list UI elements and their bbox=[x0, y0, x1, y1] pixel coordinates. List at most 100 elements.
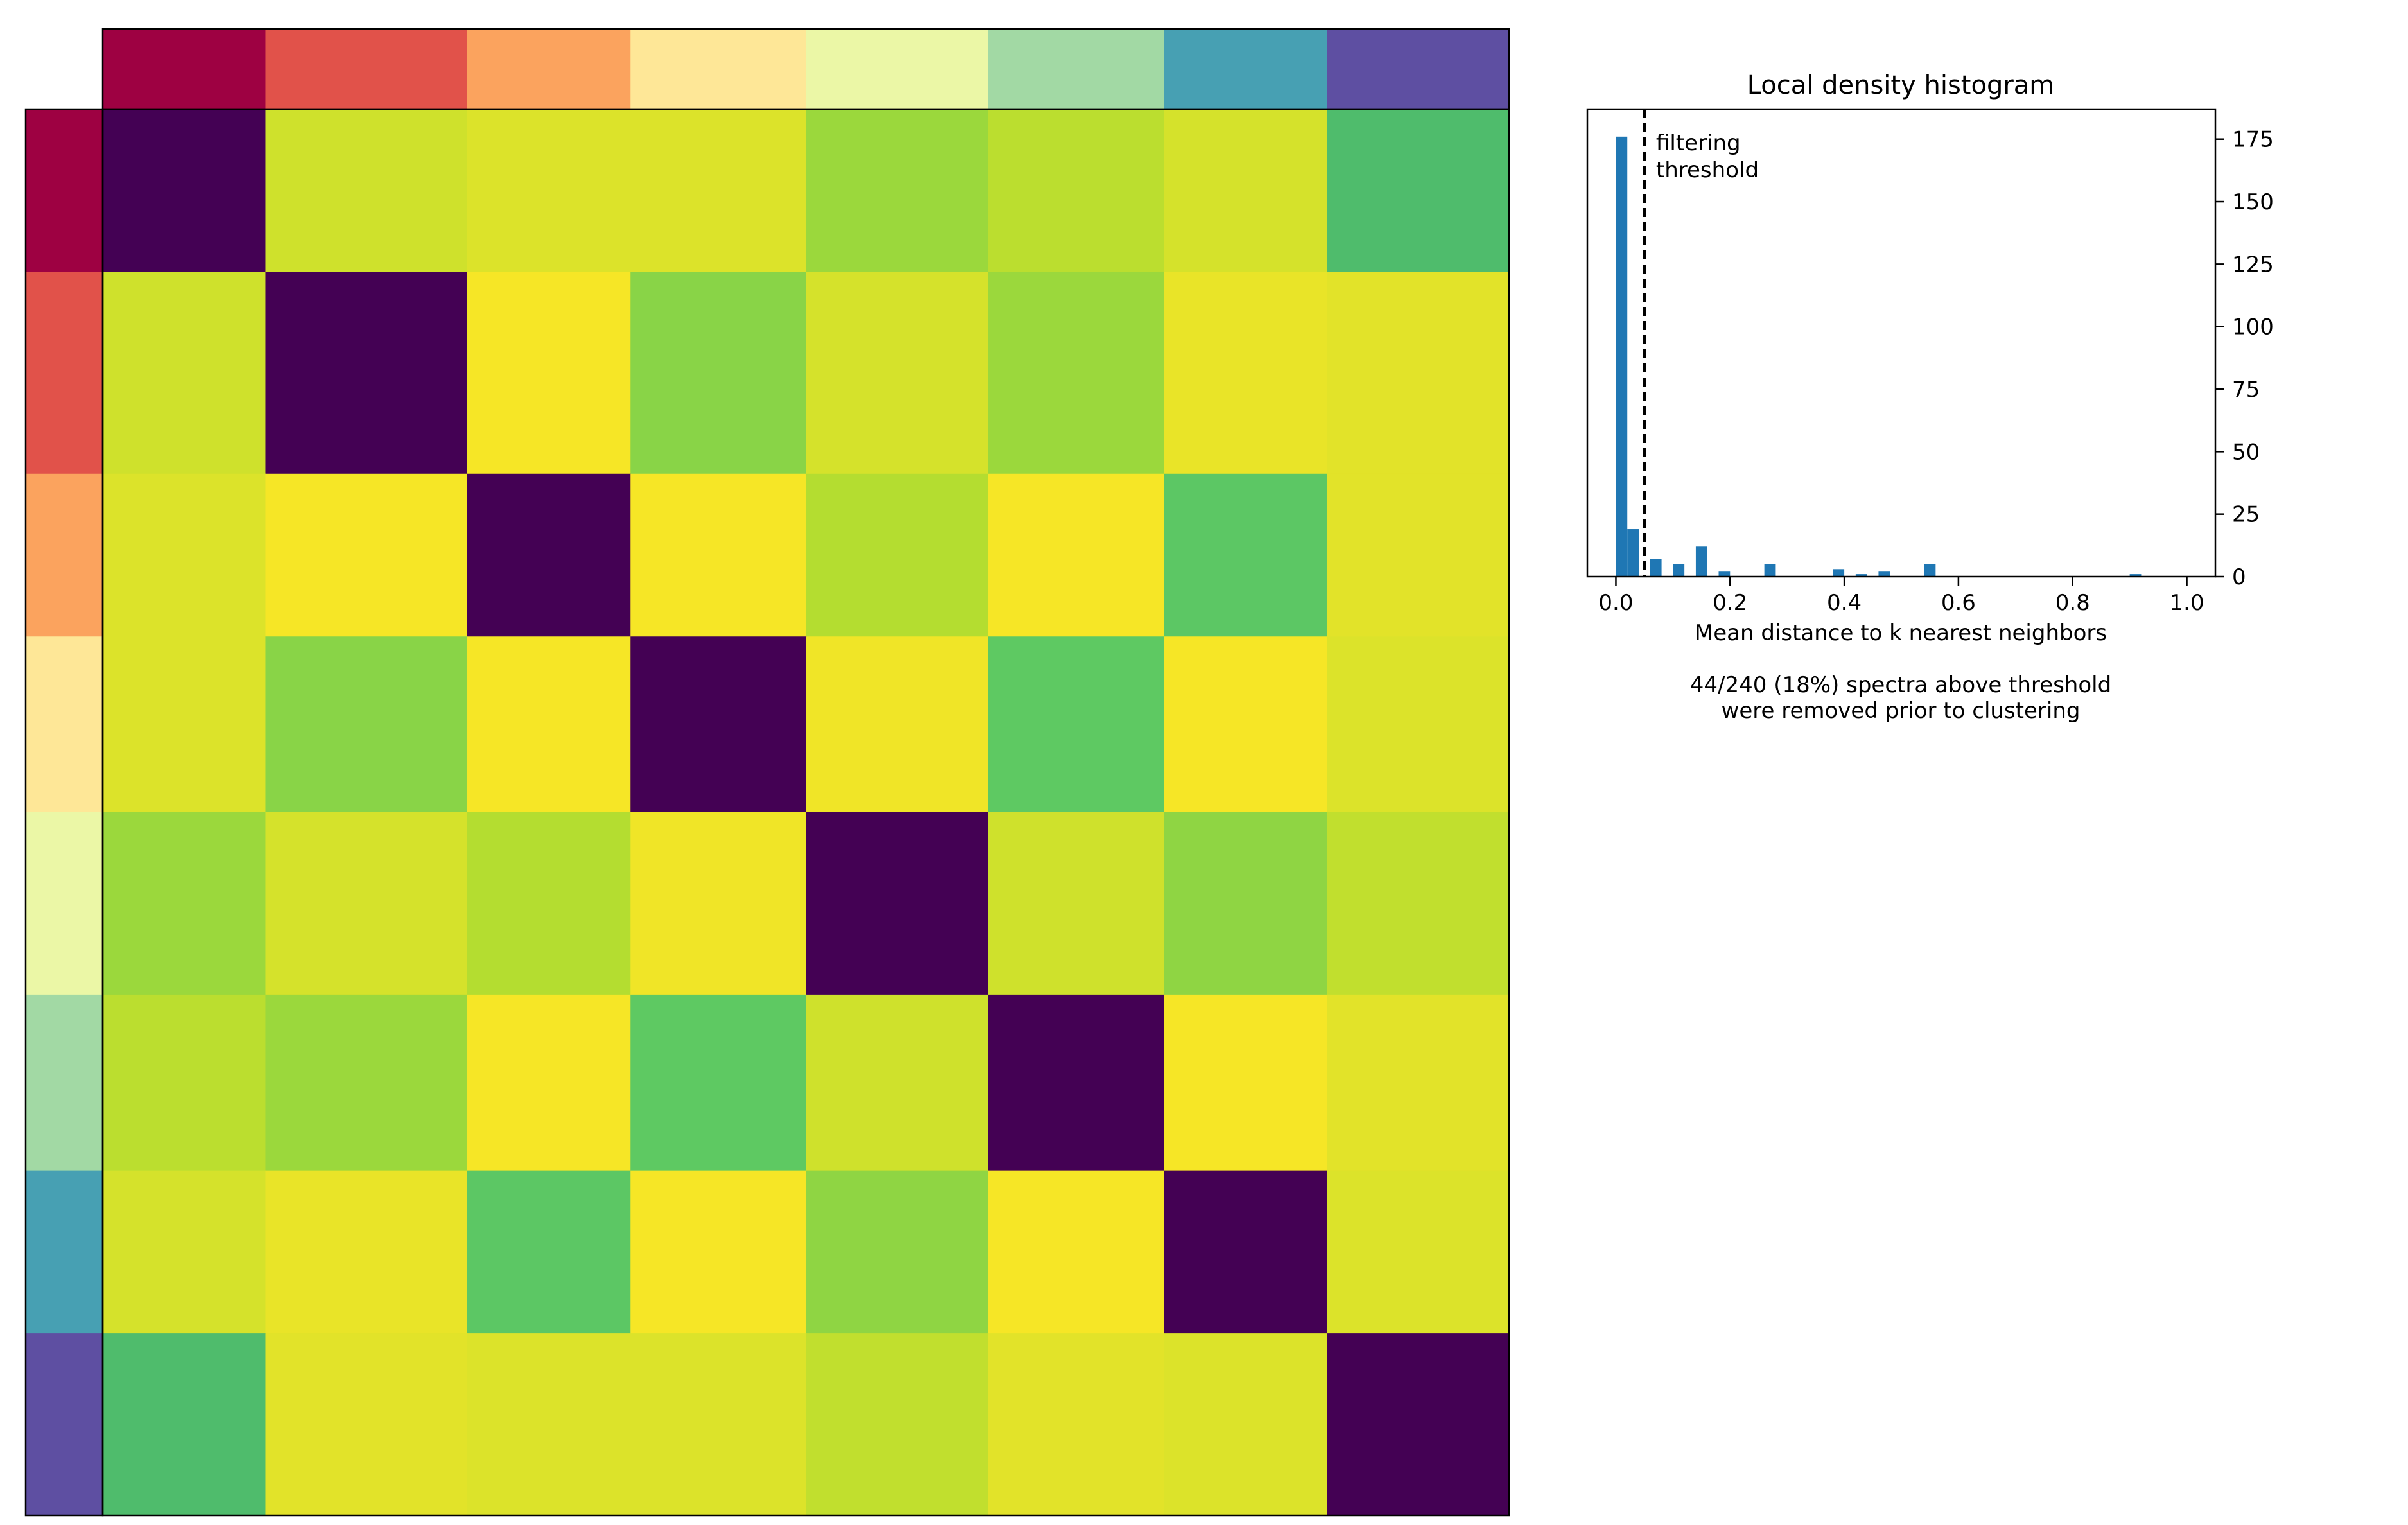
heatmap-cell bbox=[1327, 109, 1510, 273]
x-tick-label: 0.6 bbox=[1941, 590, 1976, 616]
heatmap-cell bbox=[1327, 812, 1510, 995]
heatmap-cell bbox=[806, 994, 989, 1171]
heatmap-cell bbox=[467, 272, 631, 475]
histogram-x-ticks: 0.0 0.2 0.4 0.6 0.8 1.0 bbox=[1598, 577, 2204, 616]
heatmap-cell bbox=[103, 994, 266, 1171]
heatmap-cell bbox=[1164, 109, 1327, 273]
heatmap-cell bbox=[630, 636, 807, 813]
heatmap-cell bbox=[467, 812, 631, 995]
y-tick-label: 150 bbox=[2232, 189, 2274, 215]
cluster-color-swatch-left bbox=[26, 812, 103, 995]
heatmap-cell bbox=[988, 1333, 1165, 1516]
histogram-bar bbox=[1878, 571, 1890, 577]
heatmap-cell bbox=[103, 636, 266, 813]
histogram-bars bbox=[1616, 136, 2142, 577]
heatmap-cell bbox=[265, 109, 468, 273]
cluster-color-swatch-left bbox=[26, 473, 103, 637]
histogram-title: Local density histogram bbox=[1747, 71, 2055, 100]
heatmap-cell bbox=[988, 272, 1165, 475]
heatmap-cell bbox=[265, 636, 468, 813]
cluster-color-swatch-top bbox=[1327, 29, 1510, 109]
histogram-x-axis-label: Mean distance to k nearest neighbors bbox=[1695, 620, 2107, 646]
heatmap-cell bbox=[265, 473, 468, 637]
heatmap-cell bbox=[103, 1170, 266, 1334]
heatmap-cell bbox=[630, 1170, 807, 1334]
histogram-bar bbox=[1924, 564, 1936, 577]
heatmap-cell bbox=[1164, 272, 1327, 475]
histogram-bar bbox=[1650, 559, 1662, 577]
cluster-color-swatch-top bbox=[467, 29, 631, 109]
heatmap-cell bbox=[806, 812, 989, 995]
histogram-bar bbox=[1764, 564, 1776, 577]
heatmap-cell bbox=[806, 109, 989, 273]
cluster-color-swatch-left bbox=[26, 109, 103, 273]
heatmap-cell bbox=[1327, 994, 1510, 1171]
heatmap-cell bbox=[265, 1333, 468, 1516]
heatmap-cell bbox=[467, 636, 631, 813]
histogram-bar bbox=[1718, 571, 1731, 577]
cluster-color-swatch-top bbox=[630, 29, 807, 109]
histogram-axes-frame bbox=[1586, 108, 2217, 578]
heatmap-cell bbox=[1327, 1333, 1510, 1516]
heatmap-cell bbox=[467, 473, 631, 637]
heatmap-cell bbox=[467, 109, 631, 273]
histogram-bar bbox=[1695, 546, 1707, 577]
heatmap-cell bbox=[1327, 636, 1510, 813]
x-tick-label: 0.8 bbox=[2055, 590, 2090, 616]
removal-caption-line-2: were removed prior to clustering bbox=[1722, 698, 2081, 724]
heatmap-cell bbox=[103, 473, 266, 637]
histogram-bar bbox=[1673, 564, 1685, 577]
histogram-y-ticks: 0 25 50 75 100 125 150 175 bbox=[2215, 127, 2274, 590]
cluster-color-bar-left bbox=[26, 109, 103, 1516]
cluster-color-swatch-top bbox=[1164, 29, 1327, 109]
x-tick-label: 1.0 bbox=[2170, 590, 2204, 616]
heatmap-cell bbox=[806, 272, 989, 475]
histogram-bar bbox=[1616, 136, 1628, 577]
heatmap-cell bbox=[1164, 473, 1327, 637]
heatmap-cell bbox=[630, 994, 807, 1171]
cluster-color-swatch-left bbox=[26, 994, 103, 1171]
cluster-color-swatch-top bbox=[806, 29, 989, 109]
heatmap-cell bbox=[630, 272, 807, 475]
cluster-color-swatch-left bbox=[26, 1333, 103, 1516]
heatmap-cell bbox=[988, 812, 1165, 995]
histogram-bar bbox=[1855, 574, 1867, 577]
heatmap-cell bbox=[806, 1170, 989, 1334]
heatmap-cell bbox=[988, 994, 1165, 1171]
consensus-heatmap bbox=[24, 28, 1510, 1517]
heatmap-cell bbox=[1327, 272, 1510, 475]
heatmap-cell bbox=[103, 272, 266, 475]
heatmap-cell bbox=[1327, 473, 1510, 637]
threshold-label-line-1: filtering bbox=[1656, 130, 1741, 156]
heatmap-cell bbox=[103, 109, 266, 273]
histogram-bar bbox=[2129, 574, 2142, 577]
heatmap-cell bbox=[806, 473, 989, 637]
removal-caption-line-1: 44/240 (18%) spectra above threshold bbox=[1690, 672, 2111, 698]
heatmap-cell bbox=[1164, 812, 1327, 995]
heatmap-cell bbox=[1327, 1170, 1510, 1334]
heatmap-cell bbox=[103, 1333, 266, 1516]
heatmap-cell bbox=[467, 1333, 631, 1516]
heatmap-cell bbox=[265, 272, 468, 475]
x-tick-label: 0.0 bbox=[1598, 590, 1633, 616]
y-tick-label: 0 bbox=[2232, 564, 2246, 590]
heatmap-cell bbox=[265, 812, 468, 995]
threshold-label: filtering threshold bbox=[1656, 130, 1759, 183]
heatmap-cell bbox=[988, 109, 1165, 273]
x-tick-label: 0.4 bbox=[1827, 590, 1862, 616]
y-tick-label: 100 bbox=[2232, 315, 2274, 340]
y-tick-label: 25 bbox=[2232, 502, 2260, 528]
heatmap-cell bbox=[265, 1170, 468, 1334]
y-tick-label: 125 bbox=[2232, 252, 2274, 277]
cluster-color-swatch-left bbox=[26, 1170, 103, 1334]
heatmap-cell bbox=[630, 1333, 807, 1516]
heatmap-cell bbox=[1164, 994, 1327, 1171]
heatmap-cell bbox=[1164, 1333, 1327, 1516]
cluster-color-swatch-top bbox=[988, 29, 1165, 109]
heatmap-cell bbox=[630, 812, 807, 995]
cluster-color-swatch-left bbox=[26, 272, 103, 475]
local-density-histogram: Local density histogram filtering thresh… bbox=[1586, 71, 2274, 724]
heatmap-cell bbox=[1164, 1170, 1327, 1334]
threshold-label-line-2: threshold bbox=[1656, 157, 1759, 183]
